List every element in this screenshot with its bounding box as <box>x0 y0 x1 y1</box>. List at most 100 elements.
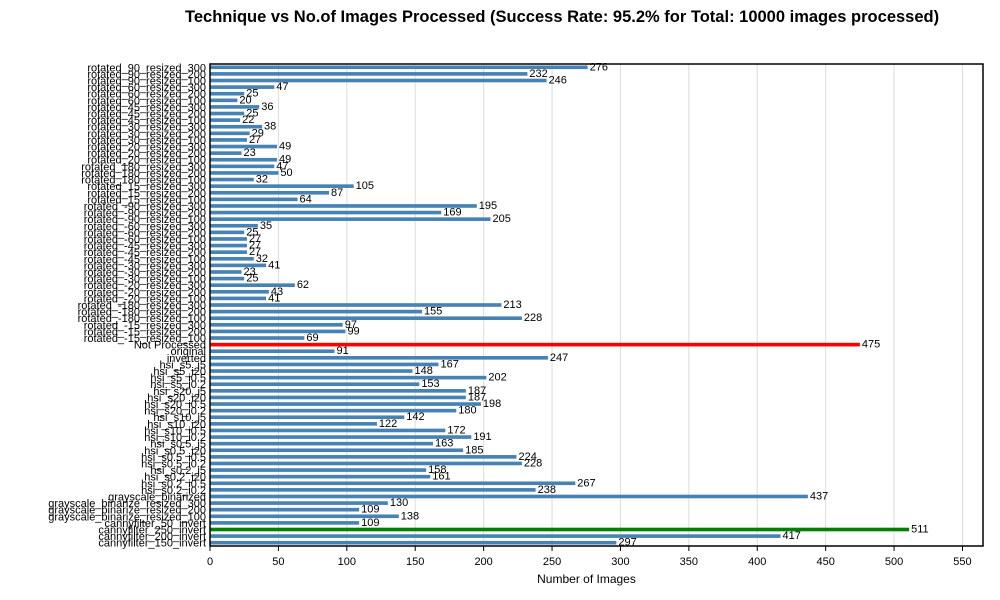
category-label: cannyfilter_200_invert <box>98 531 206 543</box>
category-label: rotated_60_resized_100 <box>87 95 206 107</box>
value-label: 228 <box>524 457 542 469</box>
category-label: rotated_-60_resized_100 <box>84 234 206 246</box>
category-label: hsi_s20_i20 <box>147 392 206 404</box>
x-tick-label: 200 <box>474 556 492 568</box>
value-label: 180 <box>458 405 476 417</box>
bar-hsi-s10-i5 <box>210 415 405 420</box>
bar-rotated-90-resized-100 <box>210 217 491 221</box>
x-tick-label: 500 <box>885 556 903 568</box>
bar-rotated-30-resized-100 <box>210 138 247 142</box>
value-label: 69 <box>306 332 318 344</box>
value-label: 27 <box>249 246 261 258</box>
category-label: hsi_s5_i0.5 <box>150 373 206 385</box>
bar-rotated-45-resized-100 <box>210 256 254 261</box>
bar-rotated-180-resized-300 <box>210 164 275 169</box>
bar-rotated-60-resized-300 <box>210 223 258 228</box>
category-label: rotated_15_resized_100 <box>87 194 206 206</box>
category-labels: rotated_90_resized_300rotated_90_resized… <box>48 62 206 549</box>
x-tick-label: 50 <box>272 556 284 568</box>
value-label: 41 <box>268 292 280 304</box>
bar-rotated-15-resized-300 <box>210 184 354 188</box>
value-label: 163 <box>435 438 453 450</box>
category-label: hsi_s10_i0.5 <box>144 425 206 437</box>
category-label: hsi_s10_i0.2 <box>144 432 206 444</box>
category-label: rotated_20_resized_200 <box>87 148 206 160</box>
value-label: 130 <box>390 497 408 509</box>
category-label: hsi_s10_i20 <box>147 419 206 431</box>
bar-cannyfilter-50-invert <box>210 521 360 525</box>
bar-hsi-s0-5-i0-2 <box>210 461 522 466</box>
bar-cannyfilter-200-invert <box>210 534 781 538</box>
value-label: 172 <box>447 424 465 436</box>
bar-hsi-s0-2-i0-5 <box>210 481 576 486</box>
x-tick-label: 400 <box>748 556 766 568</box>
bar-hsi-s5-i0-5 <box>210 375 487 380</box>
bar-rotated-180-resized-200 <box>210 309 423 314</box>
value-label: 191 <box>473 431 491 443</box>
category-label: rotated_-90_resized_100 <box>84 214 206 226</box>
value-label: 50 <box>280 167 292 179</box>
chart-title: Technique vs No.of Images Processed (Suc… <box>185 8 940 26</box>
bar-hsi-s0-2-i20 <box>210 474 431 479</box>
category-label: rotated_20_resized_100 <box>87 155 206 167</box>
category-label: inverted <box>167 353 206 365</box>
bar-rotated-45-resized-300 <box>210 243 247 248</box>
category-label: hsi_s0.2_i0.2 <box>141 485 206 497</box>
bar-grayscale-binarize-resized-300 <box>210 501 388 505</box>
category-label: rotated_90_resized_100 <box>87 76 206 88</box>
value-label: 109 <box>361 517 379 529</box>
value-label: 25 <box>246 108 258 120</box>
value-label: 238 <box>538 484 556 496</box>
category-label: hsi_s20_i5 <box>153 386 206 398</box>
bar-rotated-60-resized-100 <box>210 237 247 241</box>
category-label: rotated_-45_resized_200 <box>84 247 206 259</box>
x-tick-label: 250 <box>543 556 561 568</box>
bar-rotated-15-resized-100 <box>210 336 305 340</box>
value-label: 23 <box>243 147 255 159</box>
value-label: 246 <box>549 75 567 87</box>
bar-rotated-45-resized-200 <box>210 111 245 116</box>
value-label: 38 <box>264 121 276 133</box>
bar-rotated-60-resized-100 <box>210 98 238 103</box>
value-label: 169 <box>443 207 461 219</box>
bar-hsi-s10-i0-5 <box>210 428 446 433</box>
category-label: rotated_180_resized_200 <box>81 168 206 180</box>
category-label: rotated_60_resized_300 <box>87 82 206 94</box>
bar-rotated-30-resized-200 <box>210 270 242 274</box>
category-label: hsi_s20_i0.5 <box>144 399 206 411</box>
category-label: rotated_-20_resized_100 <box>84 293 206 305</box>
value-label: 187 <box>468 391 486 403</box>
value-label: 109 <box>361 504 379 516</box>
bar-rotated-45-resized-200 <box>210 250 247 254</box>
bar-inverted <box>210 356 548 360</box>
bar-hsi-s20-i0-5 <box>210 402 481 406</box>
bar-rotated-60-resized-200 <box>210 230 245 235</box>
value-labels: 2762322464725203625223829274923494750321… <box>239 61 928 548</box>
bar-rotated-90-resized-200 <box>210 210 442 215</box>
x-tick-label: 350 <box>680 556 698 568</box>
category-label: hsi_s0.5_i5 <box>150 439 206 451</box>
bar-rotated-20-resized-300 <box>210 144 278 149</box>
category-label: hsi_s0.2_i0.5 <box>141 478 206 490</box>
value-label: 122 <box>379 418 397 430</box>
value-label: 99 <box>347 325 359 337</box>
bar-rotated-180-resized-100 <box>210 177 254 182</box>
value-label: 187 <box>468 385 486 397</box>
value-label: 22 <box>242 114 254 126</box>
bar-rotated-45-resized-300 <box>210 105 260 109</box>
bar-rotated-15-resized-100 <box>210 197 298 202</box>
category-label: grayscale_binarize_resized_200 <box>48 505 206 517</box>
x-tick-label: 100 <box>338 556 356 568</box>
value-label: 224 <box>518 451 536 463</box>
value-label: 198 <box>483 398 501 410</box>
value-label: 97 <box>345 319 357 331</box>
category-label: rotated_-45_resized_300 <box>84 241 206 253</box>
bar-rotated-60-resized-300 <box>210 85 275 89</box>
x-axis-ticks: 0 50 100 150 200 250 300 350 400 450 500 550 <box>207 546 972 568</box>
category-label: hsi_s5_i0.2 <box>150 379 206 391</box>
bar-hsi-s0-5-i20 <box>210 448 464 453</box>
category-label: original <box>171 346 206 358</box>
category-label: rotated_-20_resized_300 <box>84 280 206 292</box>
category-label: rotated_-20_resized_200 <box>84 287 206 299</box>
value-label: 142 <box>406 411 424 423</box>
